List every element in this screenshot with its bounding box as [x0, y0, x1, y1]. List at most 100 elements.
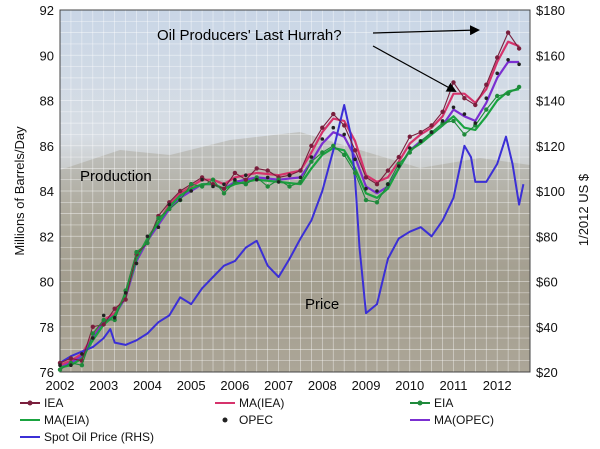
right-tick-label: $80 [536, 229, 558, 244]
point-iea [429, 123, 434, 128]
legend-label-ma_iea: MA(IEA) [239, 396, 284, 410]
x-tick-label: 2005 [177, 378, 206, 393]
point-opec [112, 315, 117, 320]
point-eia [484, 107, 489, 112]
point-iea [495, 55, 500, 60]
point-eia [363, 197, 369, 203]
point-iea [221, 186, 227, 191]
point-opec [309, 155, 314, 159]
annotation-production: Production [80, 168, 152, 185]
legend-label-price: Spot Oil Price (RHS) [44, 430, 154, 444]
point-iea [342, 123, 347, 128]
point-iea [178, 188, 183, 194]
point-iea [254, 166, 259, 171]
x-tick-label: 2012 [483, 378, 512, 393]
point-eia [495, 93, 500, 99]
point-opec [254, 177, 259, 182]
legend-label-ma_eia: MA(EIA) [44, 413, 89, 427]
point-opec [386, 182, 390, 186]
point-iea [68, 356, 74, 361]
point-opec [167, 202, 172, 207]
point-opec [353, 157, 357, 162]
point-opec [145, 234, 150, 239]
point-opec [101, 313, 106, 318]
point-iea [320, 125, 325, 130]
point-eia [309, 159, 314, 164]
point-eia [189, 182, 194, 187]
x-tick-label: 2011 [440, 378, 468, 393]
point-opec [265, 175, 270, 180]
point-iea [440, 109, 445, 115]
point-iea [298, 168, 303, 173]
point-eia [516, 84, 522, 90]
background-landscape [60, 132, 530, 372]
point-opec [320, 137, 325, 141]
point-iea [352, 148, 358, 153]
point-eia [156, 216, 161, 221]
point-opec [408, 146, 412, 150]
annotation-price: Price [305, 296, 339, 313]
point-eia [374, 200, 380, 205]
point-opec [440, 119, 445, 123]
point-opec [156, 225, 161, 229]
legend-marker-iea [27, 400, 33, 406]
point-eia [451, 118, 456, 124]
series-line-price [59, 104, 525, 364]
point-eia [79, 363, 85, 368]
point-eia [167, 206, 172, 212]
left-tick-label: 76 [40, 365, 54, 380]
x-tick-label: 2009 [352, 378, 381, 393]
point-opec [462, 112, 467, 116]
point-eia [287, 184, 292, 189]
point-iea [396, 154, 401, 160]
point-opec [276, 180, 281, 184]
point-iea [90, 324, 96, 329]
legend-marker-eia [417, 400, 423, 406]
point-iea [385, 168, 391, 173]
point-opec [233, 177, 237, 182]
right-tick-label: $60 [536, 275, 558, 290]
point-eia [134, 249, 139, 255]
left-tick-label: 90 [40, 48, 54, 63]
point-opec [58, 363, 62, 368]
point-opec [287, 173, 292, 177]
point-eia [298, 179, 303, 185]
right-tick-label: $120 [536, 139, 565, 154]
point-iea [516, 46, 522, 51]
right-axis-ticks: $20 $40 $60 $80 $100 $120 $140 $160 $180 [536, 3, 565, 380]
point-opec [418, 139, 423, 143]
point-opec [484, 96, 489, 100]
right-tick-label: $100 [536, 184, 565, 199]
point-opec [397, 164, 401, 168]
point-opec [506, 58, 510, 62]
point-opec [91, 336, 95, 340]
plot-frame [59, 9, 531, 373]
x-tick-label: 2006 [220, 378, 249, 393]
point-iea [451, 80, 456, 85]
point-opec [342, 132, 347, 137]
point-opec [331, 125, 336, 130]
left-axis-title: Millions of Barrels/Day [12, 126, 27, 256]
point-iea [123, 297, 128, 302]
point-opec [134, 261, 139, 266]
point-eia [462, 132, 467, 137]
point-eia [505, 91, 511, 96]
right-tick-label: $140 [536, 94, 565, 109]
right-axis-title: 1/2012 US $ [576, 173, 591, 246]
point-opec [69, 363, 73, 368]
point-iea [462, 96, 467, 101]
point-iea [101, 322, 106, 327]
legend-label-ma_opec: MA(OPEC) [434, 413, 494, 427]
annotation-last-hurrah: Oil Producers' Last Hurrah? [157, 27, 342, 44]
point-eia [331, 143, 336, 148]
left-axis-ticks: 76 78 80 82 84 86 88 90 92 [40, 3, 54, 380]
x-axis-ticks: 2002 2003 2004 2005 2006 2007 2008 2009 2010 2011… [46, 378, 512, 393]
point-eia [145, 240, 150, 246]
point-iea [505, 30, 511, 35]
point-iea [407, 134, 412, 139]
left-tick-label: 86 [40, 139, 54, 154]
point-eia [101, 317, 106, 323]
point-eia [407, 150, 412, 155]
point-opec [80, 352, 84, 356]
